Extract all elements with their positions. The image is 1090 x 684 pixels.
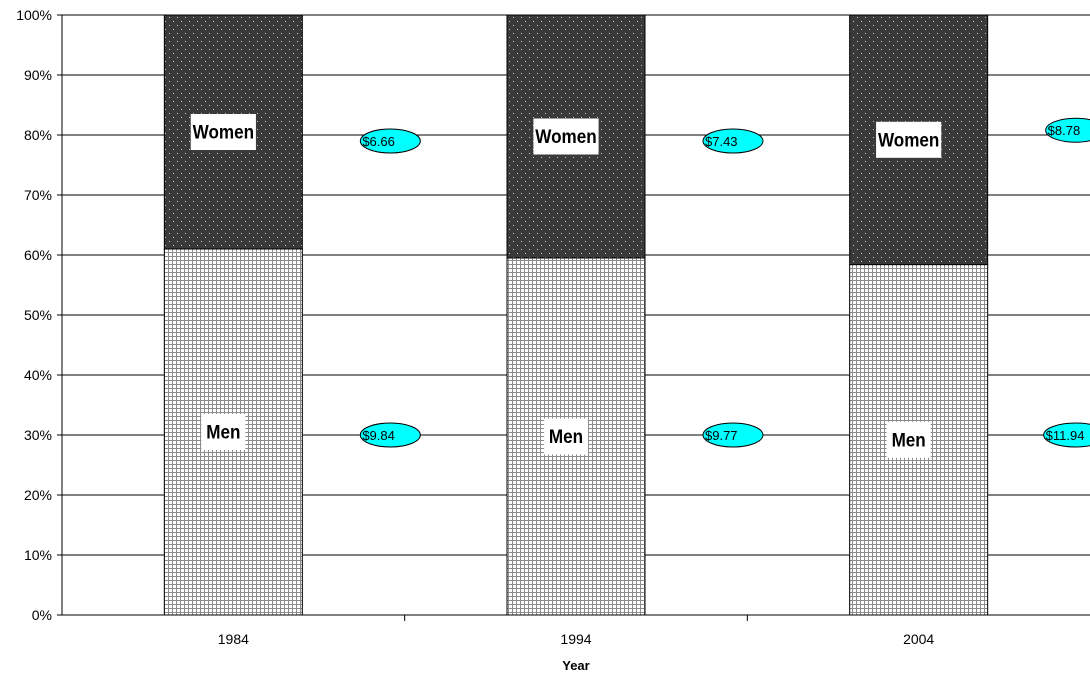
segment-label-men: Men	[206, 422, 240, 443]
segment-labels: Men Women Men Women Men Women	[190, 114, 942, 458]
value-callout-bubble	[359, 422, 421, 448]
value-callout-label: $6.66	[362, 134, 395, 149]
y-tick-label: 50%	[24, 307, 52, 323]
value-callout-bubble	[702, 128, 764, 154]
segment-label-bg	[886, 421, 931, 458]
x-tick-label: 1994	[560, 631, 591, 647]
value-callout-bubble	[1045, 117, 1090, 143]
value-callout-label: $7.43	[705, 134, 738, 149]
segment-label-bg	[190, 114, 256, 150]
value-callout-bubble	[359, 128, 421, 154]
segment-label-men: Men	[549, 426, 583, 447]
y-tick-label: 90%	[24, 67, 52, 83]
y-tick-label: 10%	[24, 547, 52, 563]
segment-label-women: Women	[878, 130, 939, 151]
segment-label-bg	[201, 414, 246, 450]
y-tick-label: 0%	[32, 607, 52, 623]
value-callout-label: $11.94	[1046, 428, 1085, 443]
value-callout-bubble	[1043, 422, 1090, 448]
bars	[163, 14, 989, 616]
x-axis-title: Year	[562, 658, 589, 673]
segment-label-men: Men	[892, 430, 926, 451]
x-tick-label: 1984	[218, 631, 249, 647]
segment-label-women: Women	[535, 126, 596, 147]
y-tick-label: 60%	[24, 247, 52, 263]
y-tick-label: 80%	[24, 127, 52, 143]
y-tick-label: 20%	[24, 487, 52, 503]
segment-label-bg	[876, 121, 942, 158]
segment-label-bg	[533, 118, 599, 155]
value-callout-bubble	[702, 422, 764, 448]
axes: 0% 10% 20% 30% 40% 50% 60% 70% 80% 90% 100% 1984 199…	[16, 7, 1090, 647]
y-tick-label: 30%	[24, 427, 52, 443]
y-tick-label: 40%	[24, 367, 52, 383]
value-callout-label: $8.78	[1048, 123, 1081, 138]
y-tick-label: 100%	[16, 7, 52, 23]
segment-label-women: Women	[193, 122, 254, 143]
segment-label-bg	[544, 418, 588, 455]
value-callout-label: $9.77	[705, 428, 738, 443]
value-callouts: $9.84 $6.66 $9.77 $7.43 $11.94 $8.78	[359, 117, 1090, 448]
value-callout-label: $9.84	[362, 428, 395, 443]
x-tick-label: 2004	[903, 631, 934, 647]
y-tick-label: 70%	[24, 187, 52, 203]
